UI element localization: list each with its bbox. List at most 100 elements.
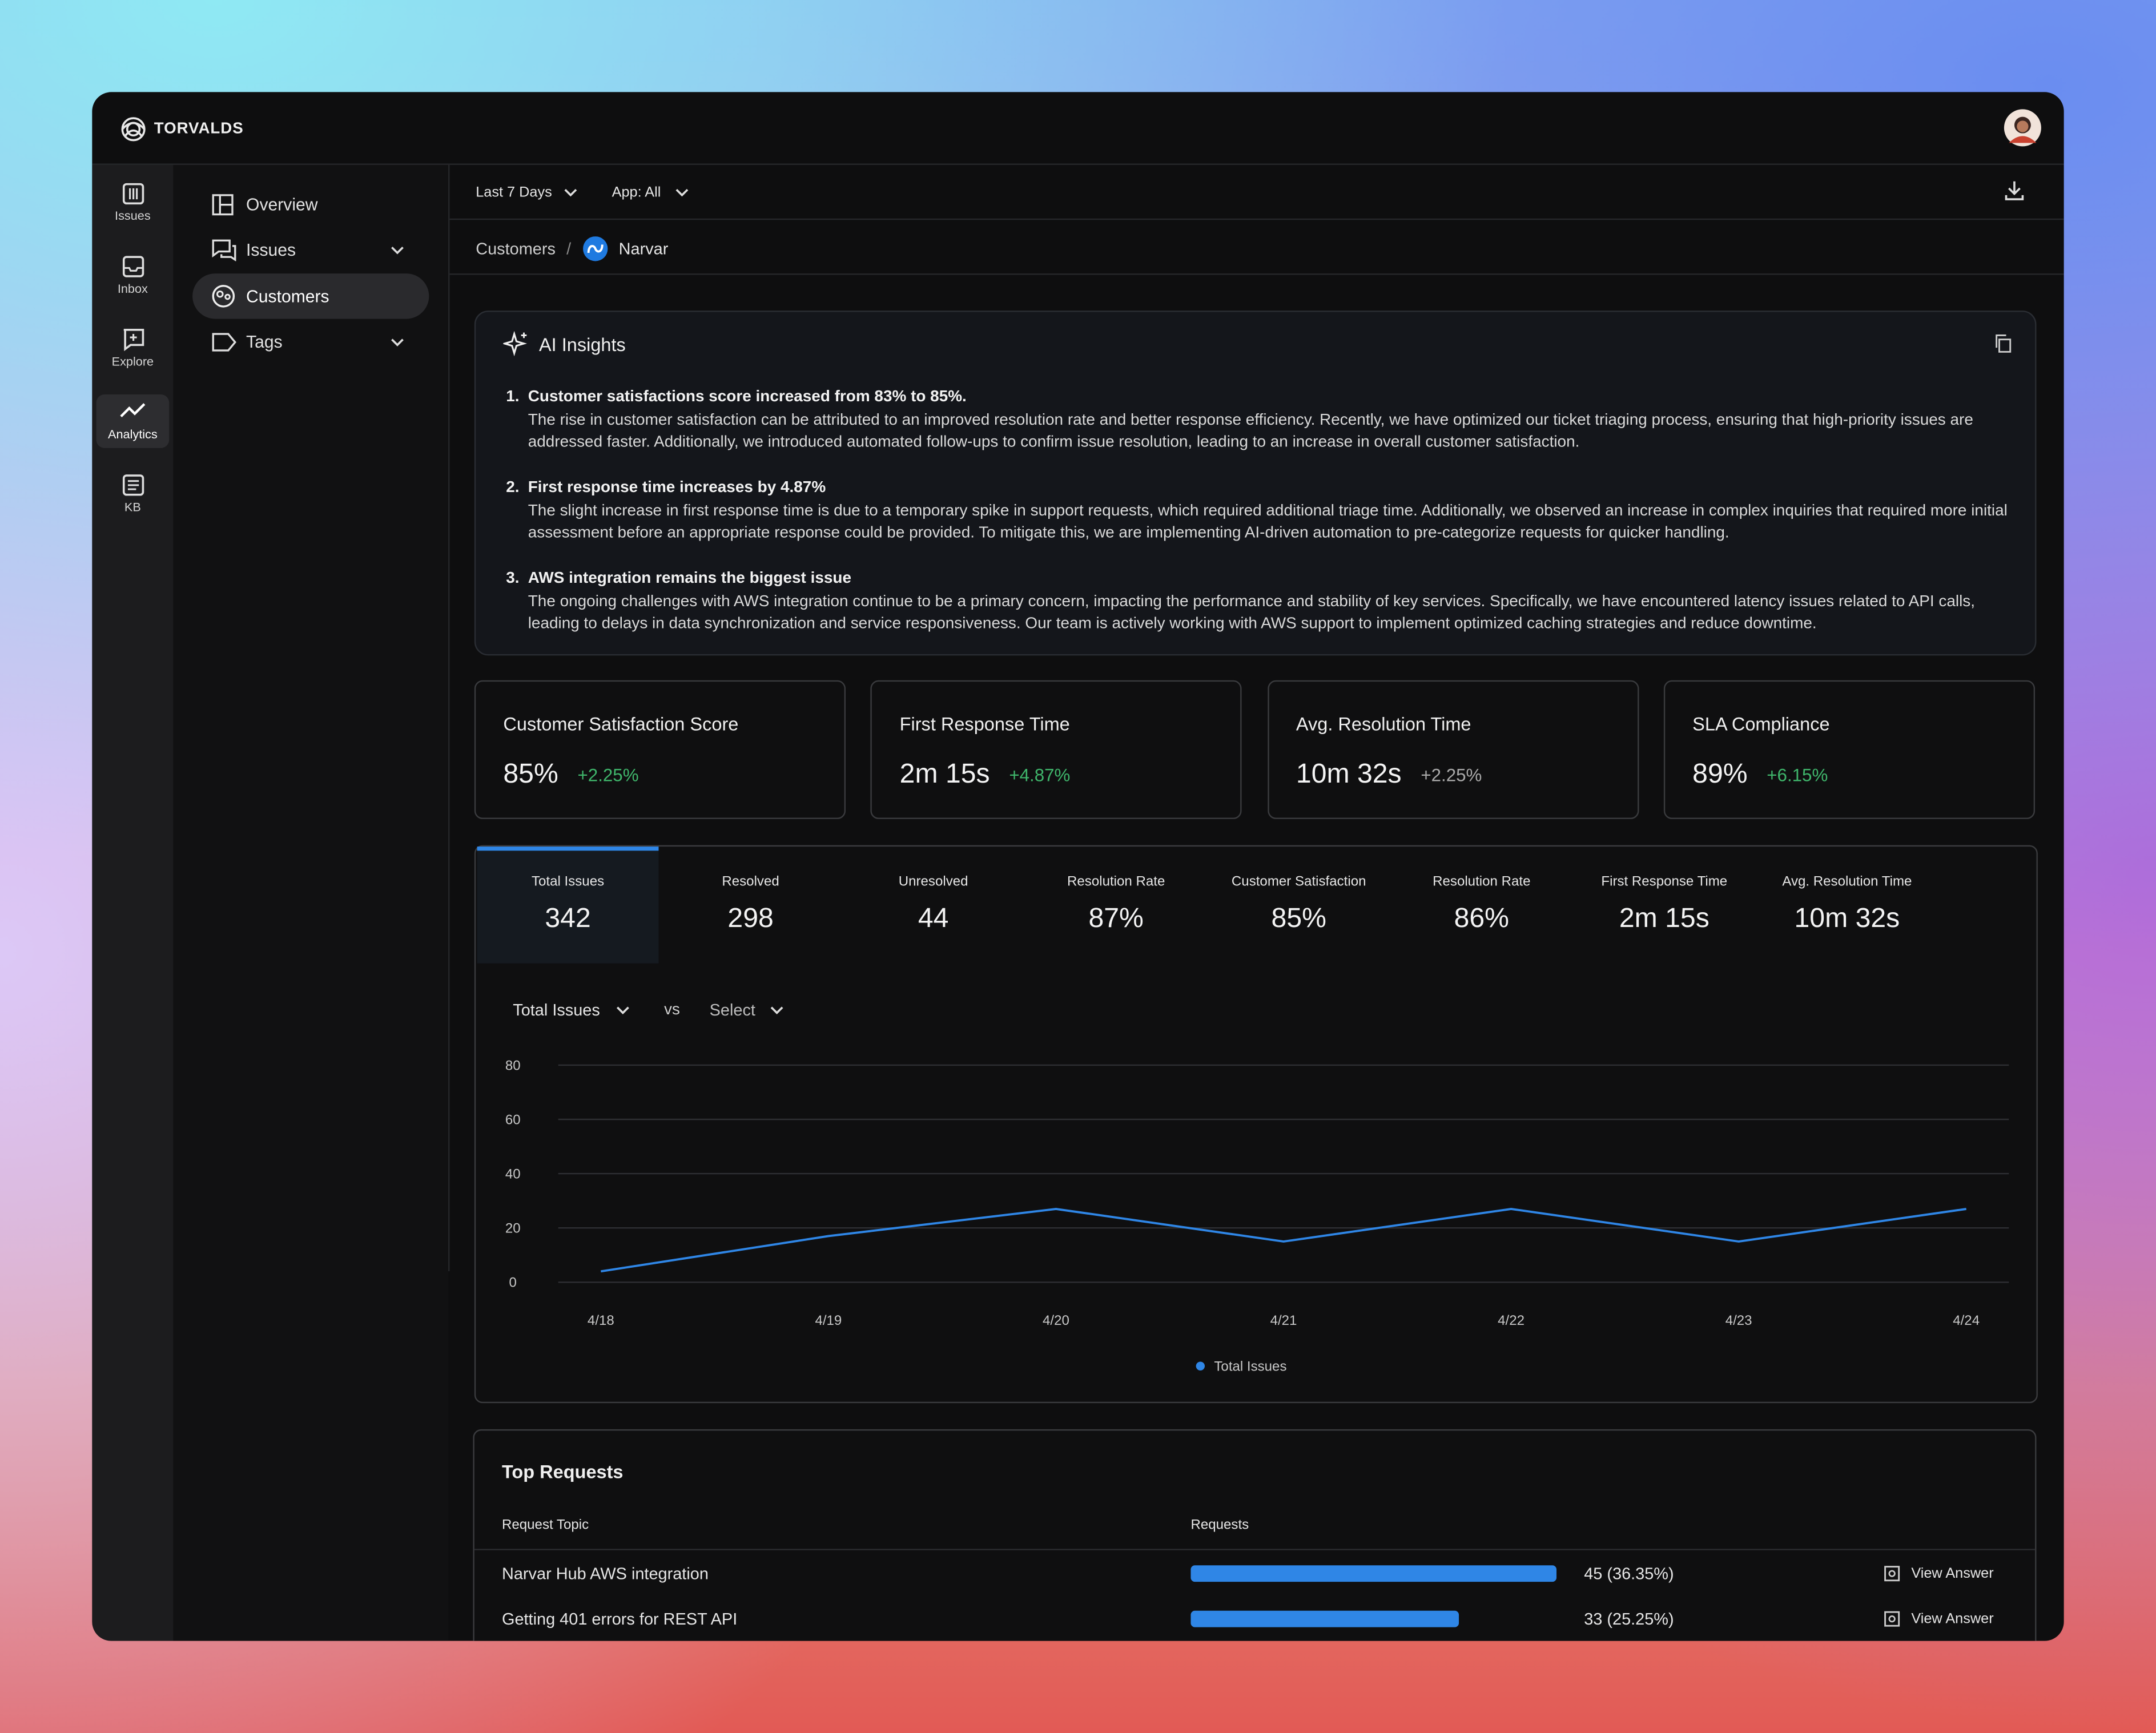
insight-number: 2. bbox=[506, 478, 520, 497]
x-tick-label: 4/24 bbox=[1953, 1313, 1980, 1328]
nav-item[interactable]: Overview bbox=[246, 195, 318, 215]
chevron[interactable] bbox=[389, 335, 406, 349]
stat-label: Total Issues bbox=[531, 874, 605, 890]
rail-label[interactable]: Explore bbox=[111, 354, 154, 369]
filter[interactable]: Last 7 Days bbox=[476, 184, 552, 201]
stat-value: 87% bbox=[1088, 904, 1144, 934]
app-window: TORVALDS Issues Inbox Explore Analytics … bbox=[92, 92, 2064, 1641]
stat-label: Customer Satisfaction bbox=[1231, 874, 1366, 890]
divider bbox=[449, 273, 2064, 275]
kpi-label: Avg. Resolution Time bbox=[1296, 714, 1471, 735]
y-tick-label: 20 bbox=[505, 1221, 521, 1236]
kpi-card: Avg. Resolution Time 10m 32s +2.25% bbox=[1267, 680, 1639, 819]
nav-icon bbox=[212, 239, 236, 261]
stat-label: Avg. Resolution Time bbox=[1782, 874, 1912, 890]
kpi-value: 85% bbox=[503, 759, 558, 790]
breadcrumb-current: Narvar bbox=[618, 239, 669, 259]
chevron[interactable] bbox=[389, 243, 406, 257]
nav-active bbox=[192, 273, 429, 319]
chevron[interactable] bbox=[614, 1003, 631, 1017]
customer-logo bbox=[583, 236, 608, 261]
vs-label: vs bbox=[664, 1002, 680, 1019]
stat-active-bar bbox=[477, 847, 659, 851]
x-tick-label: 4/23 bbox=[1725, 1313, 1752, 1328]
rail-active bbox=[96, 394, 170, 448]
rail-icon bbox=[120, 403, 146, 418]
y-tick-label: 80 bbox=[505, 1058, 521, 1073]
kpi-value: 10m 32s bbox=[1296, 759, 1402, 790]
divider bbox=[449, 218, 2064, 220]
kpi-change: +2.25% bbox=[577, 764, 639, 785]
legend-dot bbox=[1196, 1361, 1205, 1371]
stat-value: 85% bbox=[1271, 904, 1326, 934]
kpi-change: +6.15% bbox=[1767, 764, 1828, 785]
ai-insights-card: AI Insights 1. Customer satisfactions sco… bbox=[474, 311, 2037, 656]
filter[interactable]: App: All bbox=[612, 184, 661, 201]
insight-item: 2. First response time increases by 4.87%… bbox=[506, 477, 2016, 546]
column-header: Requests bbox=[1190, 1518, 1249, 1533]
stat-label: Resolution Rate bbox=[1433, 874, 1531, 890]
rail-icon bbox=[122, 256, 144, 277]
stat-value: 2m 15s bbox=[1619, 904, 1709, 934]
request-topic: Narvar Hub AWS integration bbox=[501, 1563, 709, 1583]
breadcrumb-parent[interactable]: Customers bbox=[476, 239, 556, 259]
request-bar bbox=[1190, 1610, 1459, 1627]
insight-item: 3. AWS integration remains the biggest is… bbox=[506, 567, 2016, 636]
divider bbox=[474, 1549, 2036, 1550]
insight-body: The slight increase in first response ti… bbox=[528, 501, 2008, 542]
nav-item[interactable]: Customers bbox=[246, 287, 329, 307]
insights-title: AI Insights bbox=[538, 334, 626, 356]
insight-heading: Customer satisfactions score increased f… bbox=[528, 387, 967, 406]
chevron[interactable] bbox=[769, 1003, 785, 1017]
column-header: Request Topic bbox=[501, 1518, 589, 1533]
breadcrumb-separator: / bbox=[566, 239, 572, 259]
line-chart: 0 20 40 60 80 4/18 4/19 4/20 4/21 4/22 4/23 4/24 Tot… bbox=[505, 1058, 2009, 1375]
insight-number: 1. bbox=[506, 387, 520, 406]
nav-icon bbox=[212, 194, 234, 216]
logo bbox=[121, 117, 146, 142]
request-bar bbox=[1190, 1565, 1557, 1582]
x-tick-label: 4/22 bbox=[1498, 1313, 1525, 1328]
copy-button[interactable] bbox=[1994, 334, 2013, 353]
nav-icon bbox=[212, 333, 236, 352]
download-button[interactable] bbox=[2004, 180, 2026, 202]
avatar[interactable] bbox=[2004, 108, 2042, 147]
rail-label[interactable]: Issues bbox=[115, 208, 151, 223]
brand: TORVALDS bbox=[154, 120, 244, 138]
line-series bbox=[601, 1207, 1966, 1273]
insight-body: The rise in customer satisfaction can be… bbox=[528, 410, 1973, 452]
view-answer[interactable]: View Answer bbox=[1911, 1610, 1994, 1627]
nav-item[interactable]: Tags bbox=[246, 332, 283, 352]
icon-rail bbox=[92, 164, 174, 1641]
x-tick-label: 4/20 bbox=[1043, 1313, 1069, 1328]
rail-label[interactable]: KB bbox=[124, 500, 141, 514]
chevron[interactable] bbox=[674, 186, 690, 199]
stat-value: 44 bbox=[918, 904, 949, 934]
top-requests-card: Top Requests Request Topic Requests Narv… bbox=[473, 1429, 2037, 1641]
kpi-label: First Response Time bbox=[899, 714, 1070, 735]
view-answer[interactable]: View Answer bbox=[1911, 1565, 1994, 1582]
metric-select[interactable]: Total Issues bbox=[513, 1000, 600, 1020]
requests-title: Top Requests bbox=[501, 1461, 624, 1482]
kpi-label: SLA Compliance bbox=[1692, 714, 1830, 735]
divider bbox=[448, 164, 450, 1272]
nav-item[interactable]: Issues bbox=[246, 240, 296, 260]
compare-select[interactable]: Select bbox=[709, 1000, 755, 1020]
x-tick-label: 4/21 bbox=[1270, 1313, 1297, 1328]
legend-label: Total Issues bbox=[1214, 1359, 1286, 1375]
y-tick-label: 60 bbox=[505, 1112, 521, 1127]
stat-value: 10m 32s bbox=[1794, 904, 1900, 934]
view-icon bbox=[1884, 1566, 1900, 1582]
chevron[interactable] bbox=[562, 186, 579, 199]
stats-card: Total Issues vs Select 0 20 40 60 80 4/18 4/19… bbox=[474, 845, 2038, 1404]
stat-label: Resolution Rate bbox=[1067, 874, 1165, 890]
kpi-card: SLA Compliance 89% +6.15% bbox=[1663, 680, 2035, 819]
rail-label[interactable]: Inbox bbox=[117, 281, 148, 296]
rail-label[interactable]: Analytics bbox=[108, 427, 158, 441]
insight-number: 3. bbox=[506, 569, 520, 587]
rail-icon bbox=[123, 329, 144, 352]
x-tick-label: 4/19 bbox=[815, 1313, 842, 1328]
kpi-card: Customer Satisfaction Score 85% +2.25% bbox=[474, 680, 846, 819]
